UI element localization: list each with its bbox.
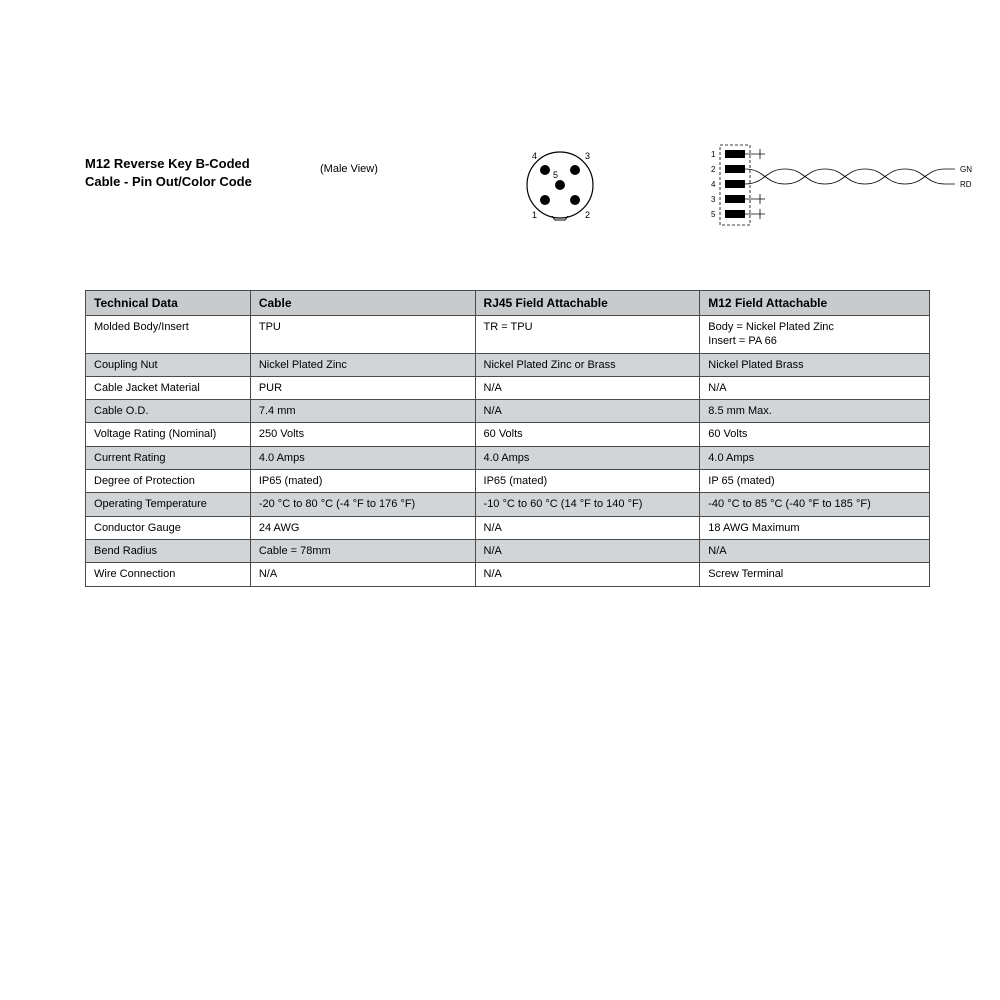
table-cell: N/A [475,563,700,586]
table-cell: TR = TPU [475,316,700,354]
wire-end-rd: RD [960,180,972,189]
table-cell: Operating Temperature [86,493,251,516]
table-cell: N/A [475,516,700,539]
pin-label-1: 1 [532,210,537,220]
table-cell: Nickel Plated Brass [700,353,930,376]
table-cell: 7.4 mm [250,400,475,423]
table-header: Technical Data Cable RJ45 Field Attachab… [86,291,930,316]
table-cell: IP65 (mated) [475,470,700,493]
wire-row-3: 4 [711,180,716,189]
table-row: Degree of ProtectionIP65 (mated)IP65 (ma… [86,470,930,493]
table-row: Cable O.D.7.4 mmN/A8.5 mm Max. [86,400,930,423]
table-cell: Molded Body/Insert [86,316,251,354]
wire-row-1: 1 [711,150,716,159]
table-cell: Nickel Plated Zinc [250,353,475,376]
table-cell: 4.0 Amps [250,446,475,469]
wire-end-gn: GN [960,165,972,174]
table-cell: Voltage Rating (Nominal) [86,423,251,446]
table-cell: N/A [700,539,930,562]
table-cell: 18 AWG Maximum [700,516,930,539]
th-technical-data: Technical Data [86,291,251,316]
table-cell: 4.0 Amps [700,446,930,469]
pin-label-4: 4 [532,151,537,161]
table-row: Voltage Rating (Nominal)250 Volts60 Volt… [86,423,930,446]
table-cell: -20 °C to 80 °C (-4 °F to 176 °F) [250,493,475,516]
table-cell: N/A [475,376,700,399]
table-row: Current Rating4.0 Amps4.0 Amps4.0 Amps [86,446,930,469]
pin-blocks [725,150,745,218]
table-cell: Bend Radius [86,539,251,562]
page-title: M12 Reverse Key B-Coded Cable - Pin Out/… [85,155,305,190]
table-body: Molded Body/InsertTPUTR = TPUBody = Nick… [86,316,930,587]
table-cell: Screw Terminal [700,563,930,586]
pin-label-2: 2 [585,210,590,220]
table-cell: IP 65 (mated) [700,470,930,493]
table-cell: Conductor Gauge [86,516,251,539]
title-line-2: Cable - Pin Out/Color Code [85,174,252,189]
table-cell: PUR [250,376,475,399]
table-cell: N/A [700,376,930,399]
table-cell: Current Rating [86,446,251,469]
wire-diagram-icon: 1 2 4 3 5 GN RD [705,140,985,240]
table-cell: -10 °C to 60 °C (14 °F to 140 °F) [475,493,700,516]
table-cell: TPU [250,316,475,354]
table-row: Cable Jacket MaterialPURN/AN/A [86,376,930,399]
male-view-label: (Male View) [320,163,378,175]
technical-data-table: Technical Data Cable RJ45 Field Attachab… [85,290,930,587]
table-row: Molded Body/InsertTPUTR = TPUBody = Nick… [86,316,930,354]
table-row: Conductor Gauge24 AWGN/A18 AWG Maximum [86,516,930,539]
table-cell: 60 Volts [700,423,930,446]
pin-label-3: 3 [585,151,590,161]
wire-row-5: 5 [711,210,716,219]
table-cell: Cable = 78mm [250,539,475,562]
th-cable: Cable [250,291,475,316]
table-cell: N/A [250,563,475,586]
table-cell: 60 Volts [475,423,700,446]
table-cell: Cable Jacket Material [86,376,251,399]
pin-diagram-icon: 4 3 1 2 5 [505,140,615,240]
table-cell: 4.0 Amps [475,446,700,469]
table-row: Bend RadiusCable = 78mmN/AN/A [86,539,930,562]
table-cell: Wire Connection [86,563,251,586]
table-cell: Body = Nickel Plated ZincInsert = PA 66 [700,316,930,354]
title-line-1: M12 Reverse Key B-Coded [85,156,250,171]
table-cell: IP65 (mated) [250,470,475,493]
table-cell: 8.5 mm Max. [700,400,930,423]
table-row: Operating Temperature-20 °C to 80 °C (-4… [86,493,930,516]
table-cell: Cable O.D. [86,400,251,423]
th-m12: M12 Field Attachable [700,291,930,316]
table-cell: Nickel Plated Zinc or Brass [475,353,700,376]
header-section: M12 Reverse Key B-Coded Cable - Pin Out/… [85,145,970,255]
table-cell: 24 AWG [250,516,475,539]
table-row: Coupling NutNickel Plated ZincNickel Pla… [86,353,930,376]
wire-row-4: 3 [711,195,716,204]
pin-label-5: 5 [553,170,558,180]
th-rj45: RJ45 Field Attachable [475,291,700,316]
table-cell: N/A [475,539,700,562]
table-cell: -40 °C to 85 °C (-40 °F to 185 °F) [700,493,930,516]
wire-row-2: 2 [711,165,716,174]
table-cell: N/A [475,400,700,423]
table-cell: Degree of Protection [86,470,251,493]
table-cell: 250 Volts [250,423,475,446]
twisted-pair [745,169,955,184]
table-cell: Coupling Nut [86,353,251,376]
table-row: Wire ConnectionN/AN/AScrew Terminal [86,563,930,586]
